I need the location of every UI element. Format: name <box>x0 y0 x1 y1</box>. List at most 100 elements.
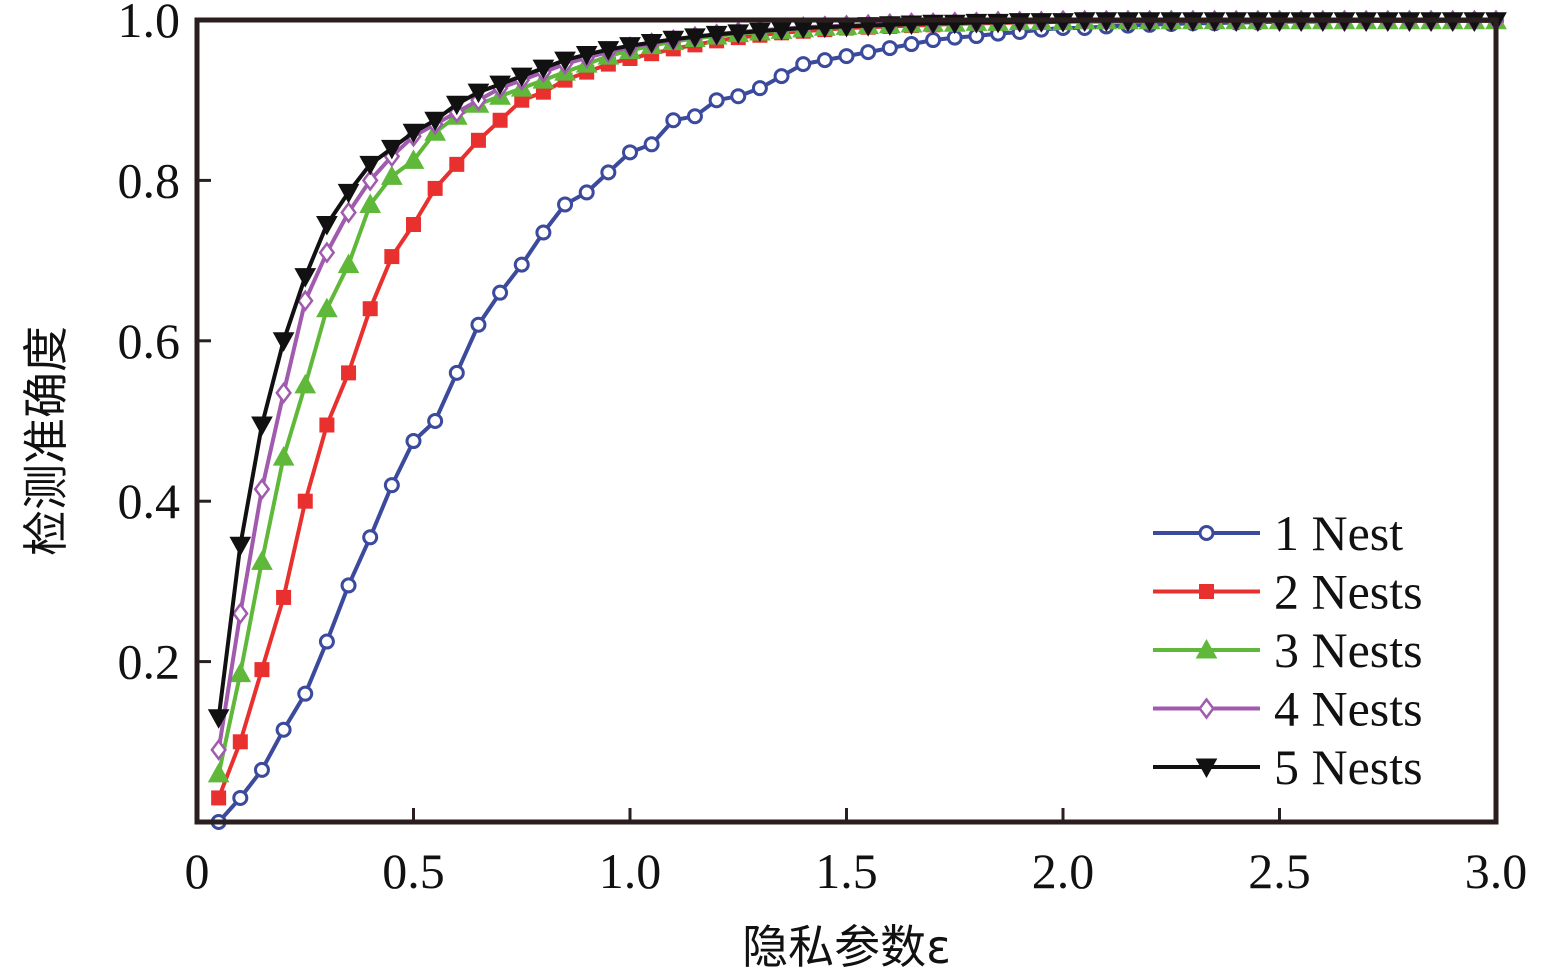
y-tick-label: 1.0 <box>118 0 181 48</box>
data-point <box>838 48 855 65</box>
y-tick-label: 0.2 <box>118 634 181 690</box>
data-point <box>272 332 295 352</box>
legend-marker <box>1198 697 1215 720</box>
data-point <box>640 33 663 54</box>
data-point <box>361 169 379 192</box>
x-axis-title: 隐私参数ε <box>742 920 951 974</box>
y-tick-label: 0.6 <box>118 313 181 369</box>
x-tick-label: 2.0 <box>1032 843 1095 899</box>
x-tick-label: 1.5 <box>815 843 878 899</box>
data-point <box>359 155 382 176</box>
data-point <box>294 268 317 288</box>
data-point <box>600 164 617 181</box>
data-point <box>749 22 771 43</box>
data-point <box>470 316 487 333</box>
data-point <box>816 52 833 69</box>
data-point <box>251 550 273 570</box>
data-point <box>575 45 598 66</box>
data-point <box>535 224 552 241</box>
data-point <box>318 241 336 264</box>
data-point <box>467 83 490 104</box>
data-point <box>275 381 292 405</box>
data-point <box>381 139 403 160</box>
data-point <box>402 123 425 144</box>
data-point <box>337 253 360 274</box>
tick-marks <box>197 178 1281 822</box>
data-point <box>730 88 747 105</box>
data-point <box>254 662 270 678</box>
data-point <box>297 493 313 509</box>
data-point <box>684 28 706 48</box>
data-point <box>232 734 248 750</box>
data-point <box>708 92 725 109</box>
data-point <box>578 184 595 201</box>
data-point <box>925 32 942 49</box>
data-point <box>337 183 360 204</box>
legend-marker <box>1195 638 1218 659</box>
x-tick-label: 2.5 <box>1248 843 1311 899</box>
data-point <box>362 301 378 317</box>
legend-label: 3 Nests <box>1274 622 1423 678</box>
legend-label: 5 Nests <box>1274 739 1423 795</box>
data-point <box>384 249 400 265</box>
data-point <box>406 217 421 233</box>
data-point <box>253 761 270 778</box>
y-axis-title: 检测准确度 <box>19 326 73 556</box>
data-point <box>316 216 338 236</box>
data-point <box>448 364 465 381</box>
data-point <box>296 289 314 312</box>
data-point <box>229 536 252 557</box>
legend-item: 2 Nests <box>1153 564 1423 620</box>
data-point <box>207 762 230 783</box>
legend-item: 4 Nests <box>1153 681 1423 737</box>
data-point <box>619 37 641 57</box>
legend-label: 2 Nests <box>1274 564 1423 620</box>
legend-label: 1 Nest <box>1274 505 1403 561</box>
data-point <box>276 589 292 605</box>
data-point <box>362 529 379 546</box>
data-point <box>229 662 252 683</box>
data-point <box>489 75 511 96</box>
data-point <box>381 165 403 185</box>
data-point <box>427 180 443 196</box>
data-point <box>427 413 444 429</box>
data-point <box>232 789 249 806</box>
data-point <box>449 156 465 172</box>
data-point <box>751 80 768 97</box>
data-point <box>297 685 314 702</box>
series-5 <box>207 12 1507 729</box>
x-tick-label: 0.5 <box>382 843 445 899</box>
data-point <box>402 149 425 169</box>
y-tick-label: 0.4 <box>118 473 181 529</box>
data-point <box>341 365 357 381</box>
data-point <box>405 433 422 450</box>
data-point <box>662 30 685 51</box>
x-tick-label: 0 <box>185 843 210 899</box>
data-point <box>705 25 728 46</box>
legend-marker <box>1198 525 1215 541</box>
data-point <box>318 633 335 650</box>
data-point <box>275 721 292 738</box>
data-point <box>597 41 620 61</box>
data-point <box>513 256 530 273</box>
data-point <box>251 416 273 437</box>
data-point <box>665 112 682 129</box>
tick-labels: 0 0.5 1.0 1.5 2.0 2.5 3.0 0.2 0.4 0.6 0.8 1.0 <box>118 0 1528 899</box>
data-point <box>727 24 750 44</box>
x-tick-label: 1.0 <box>599 843 662 899</box>
data-point <box>316 297 338 318</box>
legend-marker <box>1199 584 1214 599</box>
data-point <box>881 40 898 57</box>
legend-item: 5 Nests <box>1153 739 1423 795</box>
x-tick-label: 3.0 <box>1465 843 1528 899</box>
data-point <box>903 36 920 53</box>
legend-marker <box>1195 758 1218 779</box>
data-point <box>207 709 230 729</box>
data-point <box>445 95 468 116</box>
data-point <box>210 738 227 761</box>
data-point <box>359 193 382 213</box>
legend-item: 3 Nests <box>1153 622 1423 678</box>
data-point <box>340 201 357 224</box>
